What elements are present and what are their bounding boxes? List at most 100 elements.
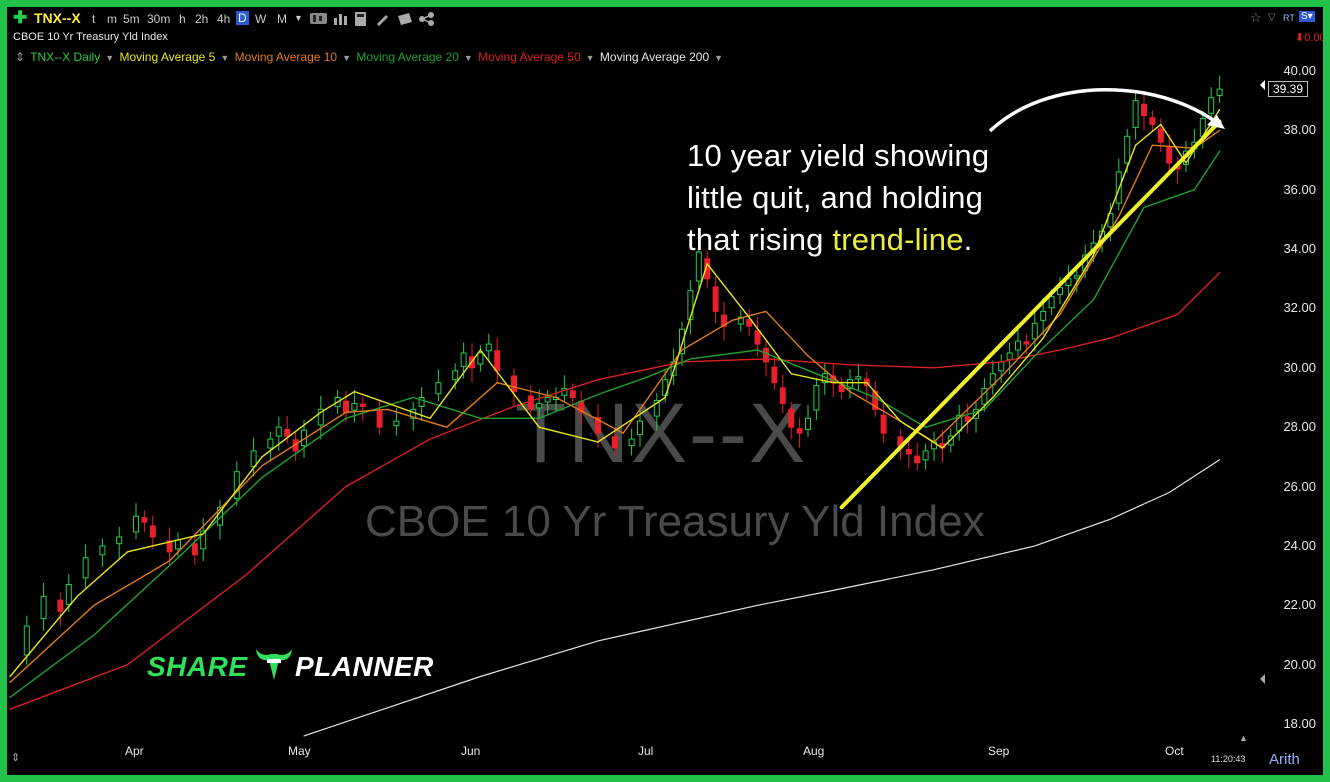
ticker-symbol[interactable]: TNX--X [34, 10, 81, 26]
chevron-down-icon[interactable]: ▼ [342, 53, 352, 63]
study-legend: ⇕ TNX--X Daily ▼ Moving Average 5 ▼ Moving… [15, 50, 725, 64]
candle [628, 428, 635, 456]
candle-up [1065, 278, 1072, 286]
realtime-icon[interactable]: RT [1283, 13, 1295, 23]
expand-icon[interactable]: ⇕ [11, 752, 21, 764]
chevron-down-icon[interactable]: ▼ [585, 53, 595, 63]
share-icon[interactable] [419, 12, 435, 29]
candle [704, 251, 711, 289]
timeframe-weekly[interactable]: W [255, 12, 267, 26]
candle-down [771, 366, 778, 384]
candle [1149, 110, 1156, 132]
y-tick-label: 20.00 [1283, 656, 1316, 672]
candle-up [116, 536, 123, 545]
y-tick-label: 32.00 [1283, 300, 1316, 316]
candle-down [754, 330, 761, 345]
scale-mode[interactable]: Arith [1269, 751, 1300, 768]
candle-up [1040, 310, 1047, 321]
chevron-down-icon[interactable]: ▼ [220, 53, 230, 63]
annotation-line-3: that rising trend-line. [687, 219, 989, 261]
studies-icon[interactable] [333, 12, 349, 28]
candle [611, 429, 618, 456]
candle-up [275, 426, 282, 437]
candle [544, 390, 551, 415]
pencil-icon[interactable] [375, 12, 389, 29]
timeframe-30m[interactable]: 30m [147, 12, 171, 26]
candle-up [695, 251, 702, 282]
filter-icon[interactable]: ▽ [1268, 12, 1276, 23]
candle [1065, 265, 1072, 298]
timeframe-tick[interactable]: t [92, 12, 96, 26]
candle-down [721, 314, 727, 327]
candle-up [1107, 212, 1114, 228]
legend-ma50[interactable]: Moving Average 50 [478, 50, 581, 64]
candle [359, 396, 366, 421]
timeframe-hour[interactable]: h [179, 12, 186, 26]
candle-down [763, 348, 769, 363]
price-chart[interactable] [7, 7, 1323, 775]
candle [191, 533, 198, 565]
candle-down [149, 525, 156, 538]
timeframe-5m[interactable]: 5m [123, 12, 140, 26]
candle-down [779, 387, 786, 404]
chevron-down-icon[interactable]: ▼ [463, 53, 473, 63]
legend-ma5[interactable]: Moving Average 5 [119, 50, 216, 64]
candle-up [460, 352, 467, 367]
star-icon[interactable]: ☆ [1250, 10, 1262, 25]
calculator-icon[interactable] [354, 12, 368, 29]
candle [989, 360, 996, 395]
candle [40, 583, 47, 631]
candle [973, 401, 979, 433]
candle-up [267, 438, 274, 449]
scroll-marker-icon [1260, 674, 1265, 684]
candle-up [175, 539, 181, 550]
add-icon[interactable]: ✚ [13, 8, 28, 27]
chevron-down-icon[interactable]: ▼ [714, 53, 724, 63]
legend-ma10[interactable]: Moving Average 10 [234, 50, 338, 64]
legend-ma200[interactable]: Moving Average 200 [599, 50, 710, 64]
candle-up [23, 625, 30, 656]
candle-up [847, 379, 853, 390]
candle [880, 401, 887, 443]
settings-s-icon[interactable]: S▾ [1299, 11, 1315, 22]
move-icon[interactable]: ⇕ [15, 50, 26, 64]
candle-down [746, 319, 753, 327]
timeframe-4h[interactable]: 4h [217, 12, 231, 26]
change-value: ⬇0.00 [1295, 31, 1323, 44]
candle [200, 517, 207, 562]
candle [376, 401, 383, 435]
candle-up [65, 583, 72, 606]
more-timeframes-icon[interactable]: ▼ [294, 13, 303, 23]
candle-down [1023, 341, 1030, 345]
candle-up [1208, 97, 1215, 114]
candle-down [359, 403, 366, 407]
timeframe-2h[interactable]: 2h [195, 12, 209, 26]
candle-down [611, 436, 618, 449]
candle-down [284, 428, 291, 437]
candle [1166, 134, 1173, 176]
candle-down [914, 455, 921, 464]
candle-up [99, 545, 106, 556]
candle [250, 437, 257, 477]
timeframe-daily[interactable]: D [236, 11, 249, 25]
candle [292, 432, 299, 461]
logo-word-planner: PLANNER [295, 651, 434, 682]
chart-type-icon[interactable] [310, 12, 328, 28]
candle-down [964, 416, 971, 422]
timeframe-monthly[interactable]: M [277, 12, 287, 26]
candle [317, 396, 324, 440]
candle [746, 309, 753, 337]
candle [99, 538, 106, 567]
chart-window: ✚ TNX--X t m 5m 30m h 2h 4h D W M ▼ ☆ ▽ [7, 7, 1323, 775]
candle-down [569, 390, 576, 399]
candle [931, 431, 937, 461]
candle [779, 374, 786, 414]
legend-ma20[interactable]: Moving Average 20 [356, 50, 459, 64]
timeframe-minute[interactable]: m [107, 12, 117, 26]
x-tick-label: Jul [638, 744, 654, 758]
scroll-up-icon[interactable]: ▲ [1239, 733, 1248, 743]
bookmark-icon[interactable] [397, 12, 413, 29]
candle-down [141, 517, 148, 523]
chevron-down-icon[interactable]: ▼ [105, 53, 115, 63]
legend-price[interactable]: TNX--X Daily [30, 50, 101, 64]
